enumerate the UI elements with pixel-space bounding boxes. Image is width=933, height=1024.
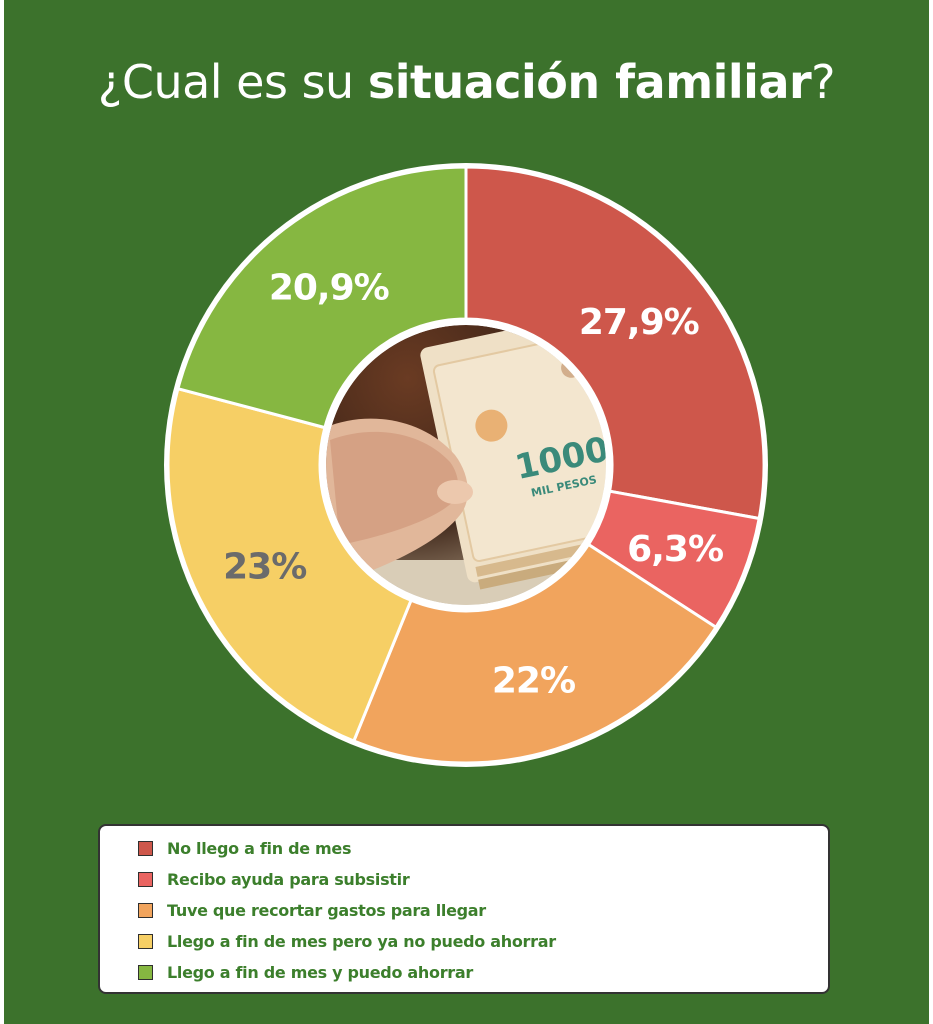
- slice-label-5: 20,9%: [269, 268, 389, 309]
- legend-label: Recibo ayuda para subsistir: [167, 869, 410, 889]
- legend-label: Llego a fin de mes pero ya no puedo ahor…: [167, 931, 556, 951]
- legend-swatch: [138, 902, 153, 918]
- legend-label: Tuve que recortar gastos para llegar: [167, 900, 486, 920]
- legend-item: Llego a fin de mes y puedo ahorrar: [138, 960, 473, 984]
- legend-item: Tuve que recortar gastos para llegar: [138, 898, 486, 922]
- legend-item: Llego a fin de mes pero ya no puedo ahor…: [138, 929, 556, 953]
- slice-label-3: 22%: [492, 661, 575, 702]
- legend-label: Llego a fin de mes y puedo ahorrar: [167, 962, 473, 982]
- title-prefix: ¿Cual es su: [97, 55, 368, 109]
- legend: No llego a fin de mes Recibo ayuda para s…: [98, 824, 830, 994]
- title-suffix: ?: [811, 55, 836, 109]
- slice-label-2: 6,3%: [627, 529, 723, 570]
- slice-label-1: 27,9%: [579, 302, 699, 343]
- legend-label: No llego a fin de mes: [167, 838, 352, 858]
- legend-swatch: [138, 933, 153, 949]
- slice-label-4: 23%: [223, 546, 306, 587]
- legend-swatch: [138, 840, 153, 856]
- legend-swatch: [138, 964, 153, 980]
- legend-swatch: [138, 871, 153, 887]
- chart-title: ¿Cual es su situación familiar?: [0, 52, 933, 112]
- legend-item: Recibo ayuda para subsistir: [138, 867, 410, 891]
- legend-item: No llego a fin de mes: [138, 836, 351, 860]
- title-bold: situación familiar: [367, 55, 812, 109]
- donut-chart: 27,9%6,3%22%23%20,9% 1000 MIL PESOS: [164, 163, 768, 767]
